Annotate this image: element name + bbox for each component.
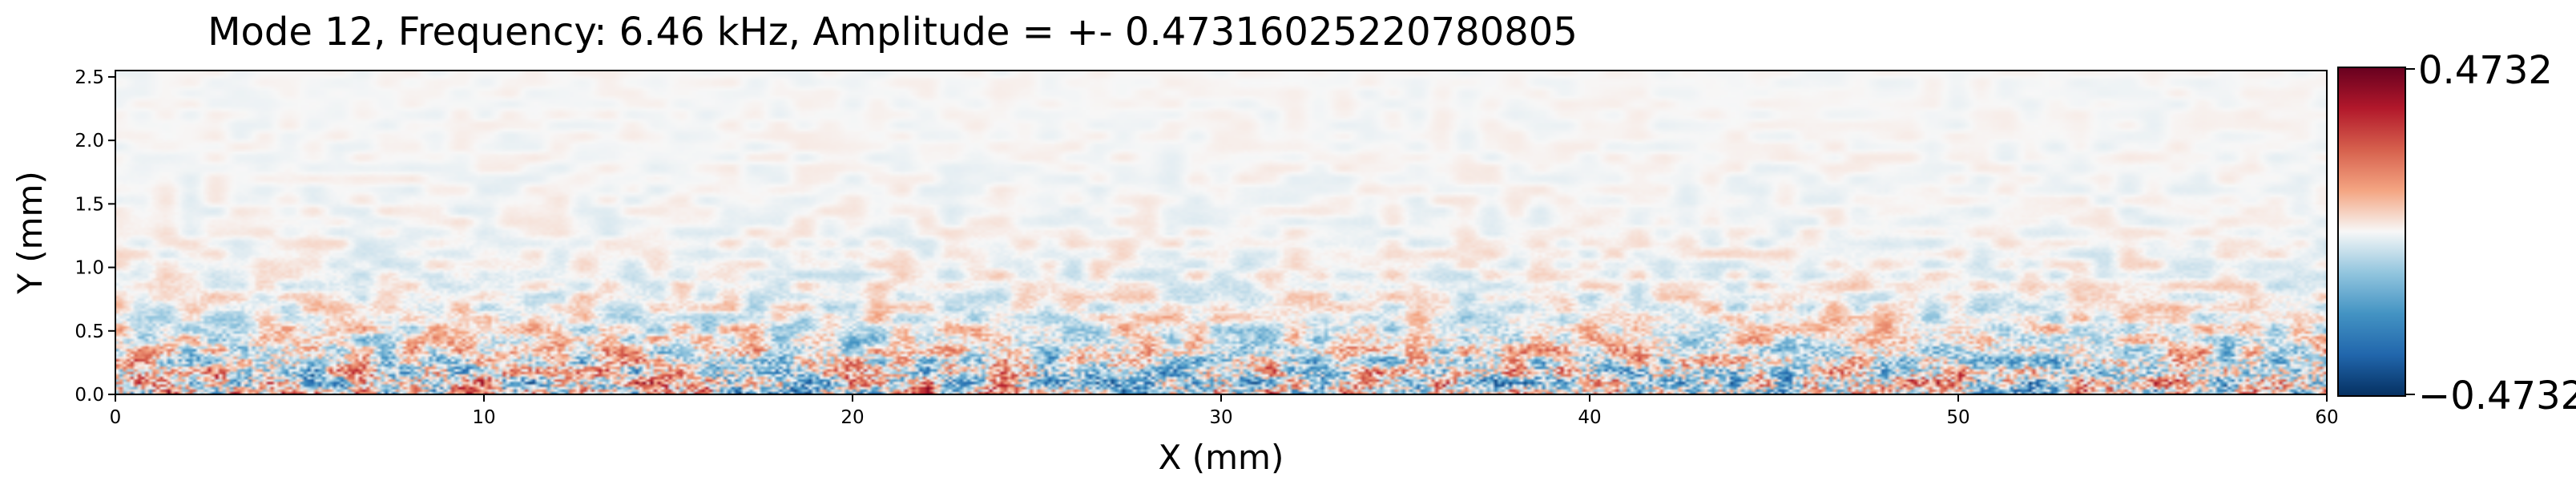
x-tick-label: 60: [2315, 407, 2338, 428]
y-tick-label: 1.0: [75, 258, 104, 279]
chart-title: Mode 12, Frequency: 6.46 kHz, Amplitude …: [208, 10, 1578, 55]
x-tick-label: 30: [1209, 407, 1232, 428]
heatmap-plot-area: [115, 71, 2327, 394]
x-tick-label: 50: [1946, 407, 1969, 428]
x-axis-label: X (mm): [1159, 438, 1284, 477]
y-axis-label: Y (mm): [10, 171, 50, 295]
heatmap-field: [115, 71, 2327, 394]
y-tick-label: 2.0: [75, 131, 104, 152]
colorbar: [2338, 67, 2405, 396]
colorbar-max-label: 0.4732: [2418, 48, 2553, 93]
x-axis: 0 10 20 30 40 50 60: [110, 394, 2339, 428]
x-tick-label: 10: [472, 407, 495, 428]
x-tick-label: 20: [841, 407, 864, 428]
y-tick-label: 2.5: [75, 67, 104, 88]
y-tick-label: 1.5: [75, 194, 104, 215]
x-tick-label: 40: [1578, 407, 1601, 428]
y-tick-label: 0.0: [75, 385, 104, 406]
y-tick-label: 0.5: [75, 321, 104, 342]
colorbar-min-label: −0.4732: [2418, 374, 2576, 418]
x-tick-label: 0: [110, 407, 122, 428]
y-axis: 0.0 0.5 1.0 1.5 2.0 2.5: [75, 67, 115, 406]
